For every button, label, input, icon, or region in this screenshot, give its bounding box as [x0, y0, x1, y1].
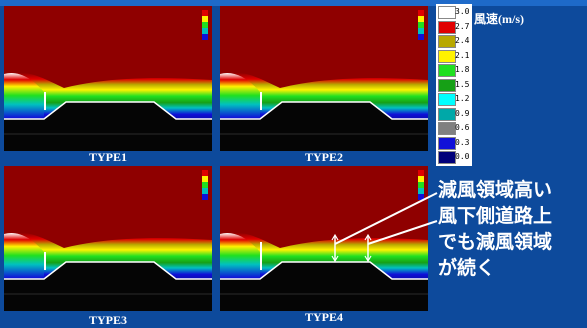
- mini-key-swatch: [418, 176, 424, 182]
- note-leeward-road: 風下側道路上: [438, 206, 553, 227]
- flow-field: [220, 10, 428, 151]
- legend-value: 0.6: [455, 123, 470, 132]
- embankment-outline: [220, 261, 428, 280]
- note-high-reduction: 減風領域高い: [438, 180, 553, 201]
- embankment-outline: [4, 101, 212, 120]
- legend-title: 風速(m/s): [474, 12, 524, 26]
- legend-swatch: [438, 78, 456, 92]
- mini-key-swatch: [202, 170, 208, 176]
- type4-panel: [220, 166, 428, 311]
- mini-key-swatch: [202, 22, 208, 28]
- legend-swatch: [438, 49, 456, 63]
- legend-swatch: [438, 122, 456, 135]
- legend-value: 0.3: [455, 137, 470, 147]
- note-continues: が続く: [438, 258, 496, 279]
- legend-item: 0.6: [436, 121, 472, 135]
- legend-value: 2.4: [455, 36, 470, 45]
- legend-item: 0.0: [436, 150, 472, 164]
- flow-field: [220, 170, 428, 311]
- type1-caption: TYPE1: [88, 150, 127, 164]
- mini-key-swatch: [202, 182, 208, 188]
- type3-panel: [4, 166, 212, 311]
- flow-field: [4, 170, 212, 311]
- type2-panel: [220, 6, 428, 151]
- legend-swatch: [438, 93, 456, 106]
- mini-key-swatch: [418, 188, 424, 194]
- legend-value: 1.2: [455, 94, 470, 103]
- legend-value: 1.5: [455, 79, 470, 89]
- legend-value: 2.1: [455, 50, 470, 60]
- legend-value: 0.0: [455, 152, 470, 161]
- mini-key-swatch: [418, 194, 424, 200]
- legend-item: 3.0: [436, 5, 472, 19]
- legend-item: 1.5: [436, 78, 472, 92]
- arrow-head-down: [331, 255, 339, 263]
- inlet-profile: [4, 72, 44, 118]
- legend-item: 0.9: [436, 107, 472, 121]
- mini-key-swatch: [202, 34, 208, 40]
- ground: [220, 262, 428, 311]
- mini-key-swatch: [418, 22, 424, 28]
- legend-item: 1.2: [436, 92, 472, 106]
- legend-value: 3.0: [455, 7, 470, 16]
- mini-key-swatch: [202, 28, 208, 34]
- legend-value: 1.8: [455, 65, 470, 74]
- legend-item: 2.7: [436, 20, 472, 34]
- header-strip: [0, 0, 587, 6]
- mini-key-swatch: [418, 170, 424, 176]
- windbreak-fence: [44, 92, 46, 110]
- legend-swatch: [438, 35, 456, 48]
- legend-value: 2.7: [455, 21, 470, 31]
- flow-field: [4, 10, 212, 151]
- arrow-head-down: [364, 255, 372, 263]
- windbreak-fence: [44, 252, 46, 270]
- legend-swatch: [438, 136, 456, 150]
- embankment-outline: [220, 101, 428, 120]
- inlet-profile: [220, 72, 260, 118]
- mini-key-swatch: [202, 194, 208, 200]
- ground: [4, 102, 212, 151]
- windbreak-fence: [260, 92, 262, 110]
- mini-key-swatch: [202, 188, 208, 194]
- mini-key-swatch: [418, 28, 424, 34]
- mini-key-swatch: [202, 10, 208, 16]
- ground: [4, 262, 212, 311]
- legend-value: 0.9: [455, 108, 470, 118]
- legend-swatch: [438, 20, 456, 34]
- mini-key-swatch: [202, 16, 208, 22]
- mini-key-swatch: [418, 10, 424, 16]
- mini-key-swatch: [418, 16, 424, 22]
- note-reduction-continues: でも減風領域: [438, 232, 553, 253]
- legend-item: 2.1: [436, 49, 472, 63]
- legend-swatch: [438, 107, 456, 121]
- type1-panel: [4, 6, 212, 151]
- wind-speed-legend: 3.0 2.7 2.4 2.1 1.8 1.5 1.2 0.9 0.6 0.3 0.0: [436, 4, 472, 166]
- mini-key-swatch: [202, 176, 208, 182]
- mini-key-swatch: [418, 34, 424, 40]
- ground: [220, 102, 428, 151]
- type2-caption: TYPE2: [304, 150, 343, 164]
- windbreak-fence: [260, 242, 262, 270]
- embankment-outline: [4, 261, 212, 280]
- legend-item: 0.3: [436, 136, 472, 150]
- legend-item: 1.8: [436, 63, 472, 77]
- type3-caption: TYPE3: [88, 313, 127, 327]
- inlet-profile: [4, 232, 44, 278]
- legend-item: 2.4: [436, 34, 472, 48]
- mini-key-swatch: [418, 182, 424, 188]
- type4-caption: TYPE4: [304, 310, 343, 324]
- annotation-box: 減風領域高い 風下側道路上 でも減風領域 が続く: [438, 178, 587, 282]
- legend-swatch: [438, 151, 456, 164]
- inlet-profile: [220, 232, 260, 278]
- legend-swatch: [438, 6, 456, 19]
- legend-swatch: [438, 64, 456, 77]
